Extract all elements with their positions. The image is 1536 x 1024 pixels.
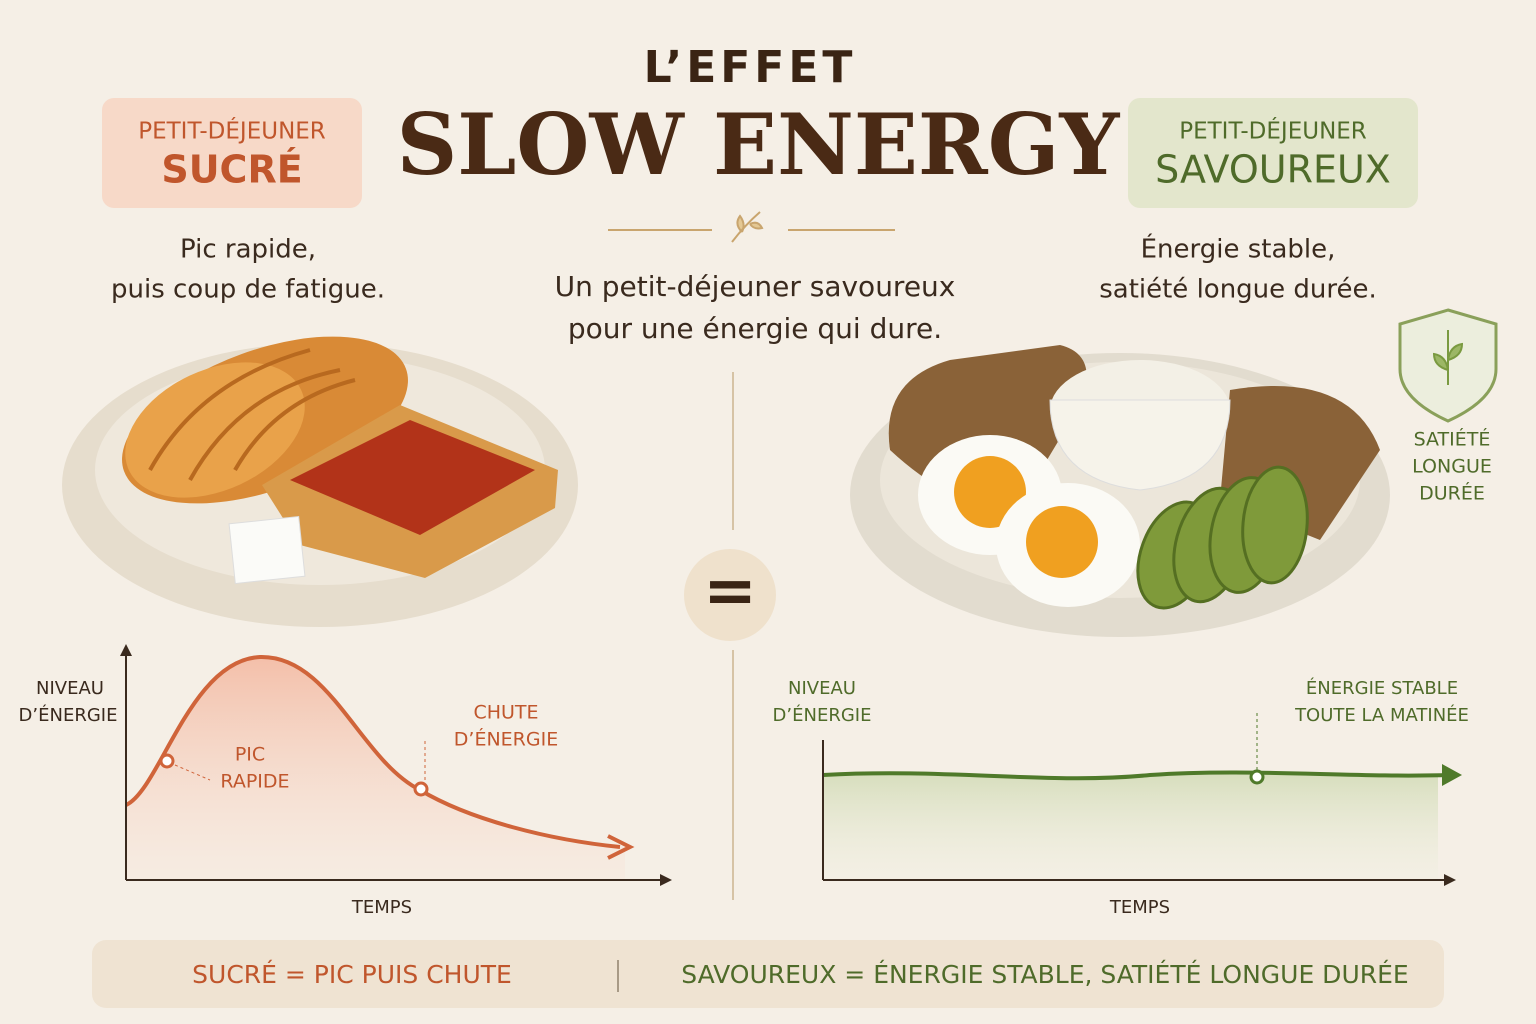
description: Pic rapide, [180,235,316,265]
equals-symbol: = [703,555,757,629]
axis-arrow [660,874,672,886]
badge [102,98,362,208]
curve-arrow [607,834,635,860]
curve-arrow [1442,764,1462,786]
description: Énergie stable, [1141,233,1336,265]
energy-curve [822,770,1451,781]
axis-arrow [1444,874,1456,886]
peak-label: PIC [235,744,265,766]
drop-label: CHUTE [473,702,538,724]
description: satiété longue durée. [1099,275,1377,305]
energy-curve [125,654,621,849]
y-label: D’ÉNERGIE [773,704,872,726]
curve-point [159,753,175,769]
shield-label: SATIÉTÉ [1414,428,1491,451]
leaf-icon [731,211,764,243]
curve-point [1249,769,1265,785]
shield-leaf [1432,330,1464,385]
drop-label: D’ÉNERGIE [454,728,558,751]
y-label: NIVEAU [788,678,856,699]
footer-bar [92,940,1444,1008]
stable-label: ÉNERGIE STABLE [1306,677,1458,699]
badge-top: PETIT-DÉJEUNER [1179,117,1367,145]
savory-plate [850,345,1390,637]
peak-label: RAPIDE [220,771,289,793]
badge-top: PETIT-DÉJEUNER [138,117,326,145]
shield-label: DURÉE [1419,482,1485,505]
x-label: TEMPS [1109,897,1170,918]
curve-area [823,772,1438,880]
y-label: NIVEAU [36,678,104,699]
footer-left: SUCRÉ = PIC PUIS CHUTE [192,960,512,989]
y-label: D’ÉNERGIE [19,704,118,726]
subtitle: pour une énergie qui dure. [568,312,942,345]
x-label: TEMPS [351,897,412,918]
description: puis coup de fatigue. [111,275,385,305]
sweet-plate [62,336,578,627]
kicker: L’EFFET [644,42,857,93]
badge-main: SUCRÉ [161,148,302,192]
subtitle: Un petit-déjeuner savoureux [555,270,956,303]
shield-label: LONGUE [1412,456,1492,478]
badge-main: SAVOUREUX [1155,148,1391,192]
center-circle [684,549,776,641]
curve-point [413,781,429,797]
leader [174,764,211,781]
badge [1128,98,1418,208]
axis-arrow [120,644,132,656]
stable-label: TOUTE LA MATINÉE [1294,704,1469,726]
footer-right: SAVOUREUX = ÉNERGIE STABLE, SATIÉTÉ LONG… [681,960,1408,989]
title: SLOW ENERGY [397,95,1121,194]
